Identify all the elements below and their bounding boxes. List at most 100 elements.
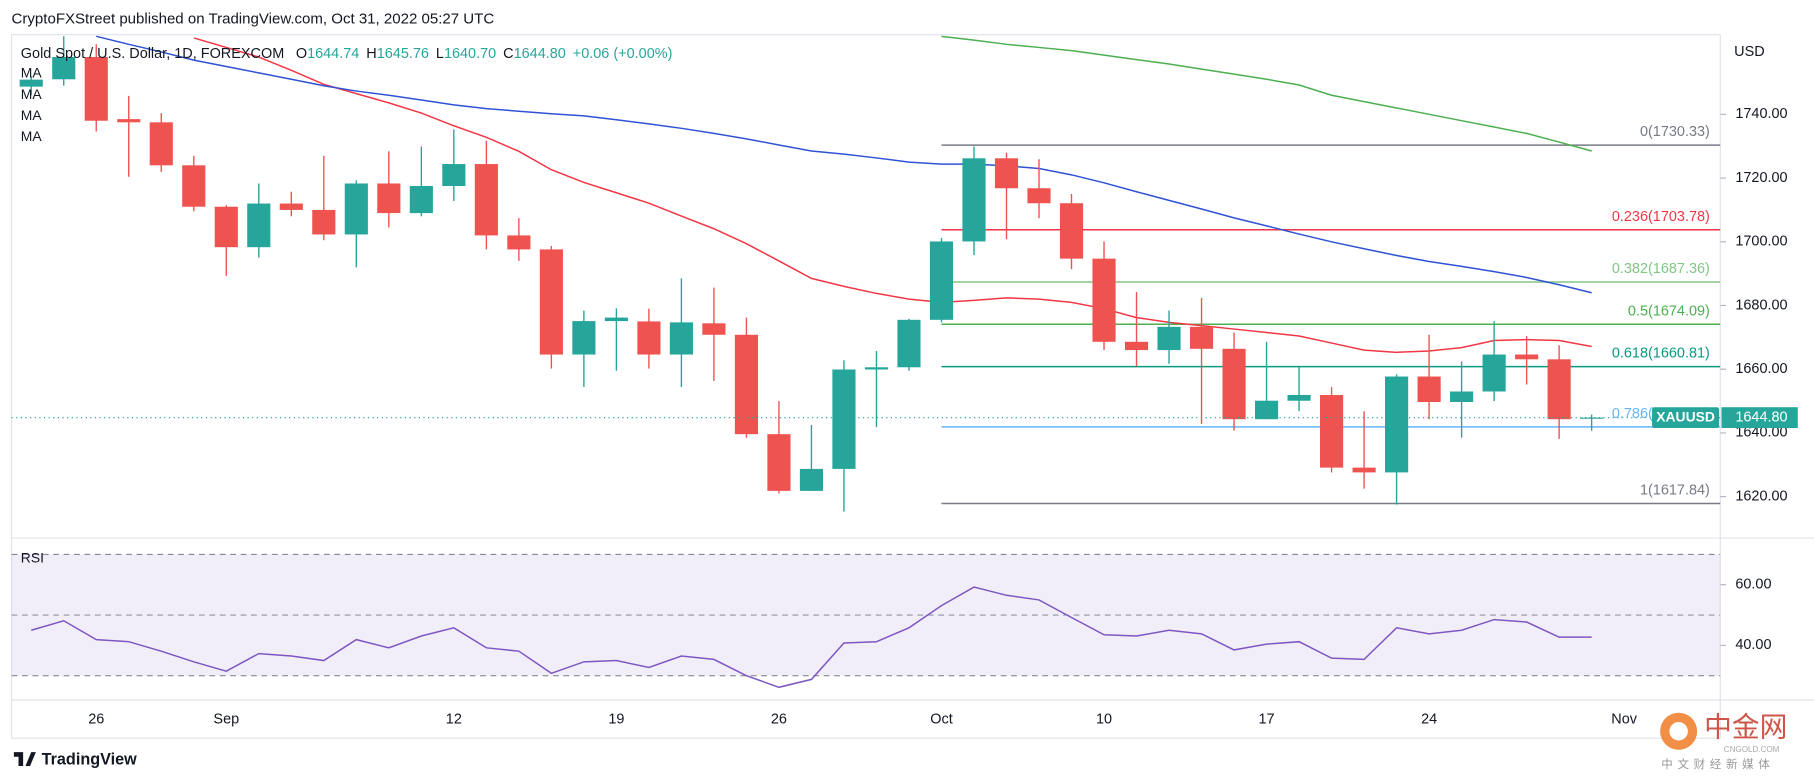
ohlc-value: 1644.74 <box>307 46 359 62</box>
candle-body <box>1417 376 1441 403</box>
candle-body <box>214 206 238 248</box>
candle-body <box>507 235 531 250</box>
candle-body <box>279 203 303 210</box>
y-tick-label: 40.00 <box>1735 637 1771 653</box>
ohlc-label: L <box>436 46 444 62</box>
candle-body <box>962 158 986 242</box>
candle-body <box>474 164 498 236</box>
overlay: Gold Spot / U.S. Dollar, 1D, FOREXCOM O 16… <box>21 46 1798 727</box>
y-tick-label: 1620.00 <box>1735 488 1787 504</box>
candle-body <box>669 322 693 355</box>
candle-body <box>19 79 43 87</box>
ohlc-label: C <box>503 46 513 62</box>
fib-label: 0(1730.33) <box>1640 124 1710 140</box>
rsi-line <box>31 586 1592 689</box>
x-tick-label: 26 <box>771 711 787 727</box>
x-tick-label: 24 <box>1421 711 1437 727</box>
candle-body <box>799 468 824 491</box>
candle-body <box>84 57 108 121</box>
candle-body <box>377 183 401 214</box>
y-tick-label: 1660.00 <box>1735 361 1787 377</box>
x-tick-label: 26 <box>88 711 104 727</box>
candle-body <box>1027 188 1051 204</box>
moving-average <box>941 35 1592 152</box>
main-pane <box>11 35 1721 512</box>
rsi-title: RSI <box>21 550 44 566</box>
x-tick-label: 19 <box>608 711 624 727</box>
candle-body <box>832 369 856 469</box>
indicator-label: MA <box>21 128 43 144</box>
candle-body <box>1092 258 1116 342</box>
x-tick-label: Sep <box>213 711 239 727</box>
ohlc-label: H <box>366 46 376 62</box>
symbol-tag <box>1652 407 1720 429</box>
candle-body <box>767 434 791 491</box>
y-axis-label: USD <box>1734 44 1765 60</box>
tradingview-logo: TradingView <box>13 750 137 768</box>
ohlc-value: 1645.76 <box>377 46 429 62</box>
moving-average <box>193 37 1592 354</box>
indicator-label: MA <box>21 65 43 81</box>
candle-body <box>1352 467 1376 473</box>
change-value: +0.06 (+0.00%) <box>573 46 673 62</box>
watermark-logo-inner <box>1669 721 1688 741</box>
y-tick-label: 1700.00 <box>1735 234 1787 250</box>
candle-body <box>312 209 336 235</box>
rsi-pane <box>11 553 1721 689</box>
ohlc-value: 1640.70 <box>444 46 496 62</box>
y-tick-label: 1640.00 <box>1735 425 1787 441</box>
indicator-label: MA <box>21 86 43 102</box>
price-tag <box>1721 407 1798 429</box>
candle-body <box>572 321 596 355</box>
symbol-legend: Gold Spot / U.S. Dollar, 1D, FOREXCOM <box>21 46 284 62</box>
watermark: 中金网 CNGOLD.COM 中文财经新媒体 <box>1660 711 1787 771</box>
ohlc-label: O <box>296 46 307 62</box>
candle-body <box>149 122 173 166</box>
candle-body <box>182 165 206 207</box>
candle-body <box>1515 354 1539 360</box>
watermark-tagline: 中文财经新媒体 <box>1661 757 1774 771</box>
candle-body <box>1320 394 1344 468</box>
x-tick-label: Nov <box>1611 711 1637 727</box>
ohlc-value: 1644.80 <box>514 46 566 62</box>
candle-body <box>897 319 921 368</box>
candle-body <box>1157 326 1181 351</box>
candle-body <box>994 158 1019 189</box>
x-tick-label: 12 <box>446 711 462 727</box>
candle-body <box>117 119 141 123</box>
x-tick-label: 10 <box>1096 711 1112 727</box>
watermark-site: CNGOLD.COM <box>1724 745 1780 754</box>
candle-body <box>344 183 368 235</box>
candle-body <box>539 249 563 355</box>
candle-body <box>702 323 726 335</box>
candle-body <box>52 57 76 80</box>
fib-label: 0.236(1703.78) <box>1612 209 1710 225</box>
candle-body <box>1287 394 1311 401</box>
x-tick-label: 17 <box>1259 711 1275 727</box>
candle-body <box>864 367 889 370</box>
logo-icon <box>13 752 36 766</box>
candle-body <box>1580 417 1604 419</box>
candle-body <box>1254 400 1279 420</box>
candle-body <box>442 164 466 187</box>
y-tick-label: 1740.00 <box>1735 106 1787 122</box>
fib-label: 1(1617.84) <box>1640 483 1710 499</box>
brand: TradingView <box>42 750 137 768</box>
candle-body <box>1222 348 1246 420</box>
y-tick-label: 60.00 <box>1735 577 1771 593</box>
candle-body <box>409 186 433 214</box>
candle-body <box>1482 354 1506 392</box>
candle-body <box>1547 359 1571 420</box>
publisher: CryptoFXStreet published on TradingView.… <box>12 11 495 28</box>
candle-body <box>1385 376 1409 473</box>
candle-body <box>247 203 271 248</box>
candle-body <box>1124 341 1149 351</box>
candle-body <box>637 321 661 355</box>
candle-body <box>1450 391 1474 403</box>
y-tick-label: 1720.00 <box>1735 170 1787 186</box>
candle-body <box>929 241 954 320</box>
fib-label: 0.5(1674.09) <box>1628 303 1710 319</box>
indicator-label: MA <box>21 107 43 123</box>
